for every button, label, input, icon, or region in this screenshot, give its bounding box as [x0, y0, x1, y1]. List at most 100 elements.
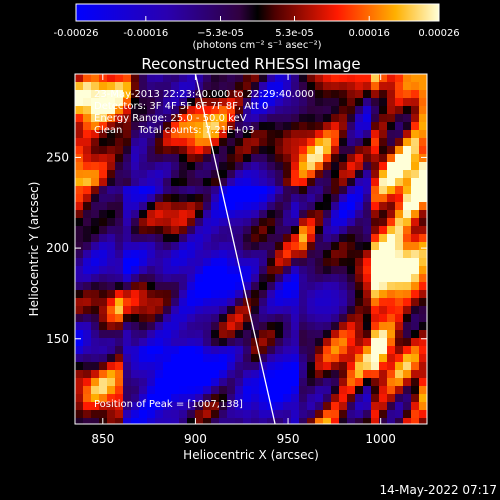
heatmap-cell — [363, 242, 371, 250]
heatmap-cell — [275, 330, 283, 338]
heatmap-cell — [331, 186, 339, 194]
heatmap-cell — [299, 298, 307, 306]
heatmap-cell — [203, 234, 211, 242]
heatmap-cell — [363, 298, 371, 306]
heatmap-cell — [339, 314, 347, 322]
heatmap-cell — [419, 162, 427, 170]
heatmap-cell — [195, 314, 203, 322]
heatmap-cell — [291, 346, 299, 354]
heatmap-cell — [347, 354, 355, 362]
heatmap-cell — [139, 154, 147, 162]
heatmap-cell — [139, 258, 147, 266]
heatmap-cell — [75, 98, 83, 106]
heatmap-cell — [379, 298, 387, 306]
heatmap-cell — [75, 122, 83, 130]
heatmap-cell — [227, 234, 235, 242]
heatmap-cell — [275, 154, 283, 162]
heatmap-cell — [267, 162, 275, 170]
heatmap-cell — [195, 170, 203, 178]
heatmap-cell — [283, 258, 291, 266]
heatmap-cell — [83, 114, 91, 122]
heatmap-cell — [283, 362, 291, 370]
heatmap-cell — [99, 402, 107, 410]
heatmap-cell — [267, 298, 275, 306]
heatmap-cell — [299, 338, 307, 346]
heatmap-cell — [235, 210, 243, 218]
heatmap-cell — [163, 130, 171, 138]
heatmap-cell — [83, 362, 91, 370]
heatmap-cell — [283, 226, 291, 234]
heatmap-cell — [163, 282, 171, 290]
heatmap-cell — [115, 210, 123, 218]
heatmap-cell — [371, 290, 379, 298]
heatmap-cell — [171, 218, 179, 226]
heatmap-cell — [331, 170, 339, 178]
heatmap-cell — [315, 410, 323, 418]
heatmap-cell — [139, 218, 147, 226]
heatmap-cell — [363, 402, 371, 410]
limb-line — [194, 74, 276, 424]
heatmap-cell — [395, 106, 403, 114]
heatmap-cell — [147, 378, 155, 386]
heatmap-cell — [235, 146, 243, 154]
heatmap-cell — [371, 258, 379, 266]
heatmap-cell — [307, 114, 315, 122]
heatmap-cell — [355, 90, 363, 98]
heatmap-cell — [91, 74, 99, 82]
heatmap-cell — [323, 346, 331, 354]
heatmap-cell — [147, 402, 155, 410]
heatmap-cell — [315, 386, 323, 394]
heatmap-cell — [219, 314, 227, 322]
heatmap-cell — [83, 322, 91, 330]
heatmap-cell — [315, 258, 323, 266]
heatmap-cell — [267, 242, 275, 250]
heatmap-cell — [115, 178, 123, 186]
heatmap-cell — [123, 98, 131, 106]
heatmap-cell — [211, 274, 219, 282]
heatmap-cell — [131, 306, 139, 314]
heatmap-cell — [291, 274, 299, 282]
heatmap-cell — [187, 274, 195, 282]
colorbar-gradient — [75, 3, 440, 22]
heatmap-cell — [99, 122, 107, 130]
heatmap-cell — [299, 386, 307, 394]
heatmap-cell — [187, 178, 195, 186]
heatmap-cell — [83, 242, 91, 250]
heatmap-cell — [395, 330, 403, 338]
heatmap-cell — [275, 226, 283, 234]
heatmap-cell — [163, 274, 171, 282]
heatmap-cell — [419, 282, 427, 290]
heatmap-cell — [275, 130, 283, 138]
heatmap-cell — [323, 130, 331, 138]
heatmap-cell — [139, 146, 147, 154]
heatmap-cell — [163, 170, 171, 178]
heatmap-cell — [411, 194, 419, 202]
heatmap-cell — [283, 394, 291, 402]
heatmap-cell — [115, 338, 123, 346]
heatmap-cell — [171, 370, 179, 378]
heatmap-cell — [243, 346, 251, 354]
heatmap-cell — [339, 218, 347, 226]
heatmap-cell — [171, 106, 179, 114]
heatmap-cell — [235, 274, 243, 282]
heatmap-cell — [403, 346, 411, 354]
heatmap-cell — [363, 210, 371, 218]
heatmap-cell — [347, 250, 355, 258]
annotation-energy: Energy Range: 25.0 - 50.0 keV — [94, 113, 247, 124]
heatmap-cell — [171, 282, 179, 290]
heatmap-cell — [395, 378, 403, 386]
heatmap-cell — [347, 346, 355, 354]
heatmap-cell — [139, 242, 147, 250]
heatmap-cell — [347, 98, 355, 106]
heatmap-cell — [307, 178, 315, 186]
heatmap-cell — [139, 370, 147, 378]
heatmap-cell — [283, 82, 291, 90]
heatmap-cell — [283, 170, 291, 178]
heatmap-cell — [163, 378, 171, 386]
heatmap-cell — [131, 346, 139, 354]
heatmap-cell — [323, 234, 331, 242]
heatmap-cell — [99, 90, 107, 98]
colorbar-tick-label: 5.3e-05 — [275, 28, 313, 39]
heatmap-cell — [339, 226, 347, 234]
heatmap-cell — [419, 386, 427, 394]
